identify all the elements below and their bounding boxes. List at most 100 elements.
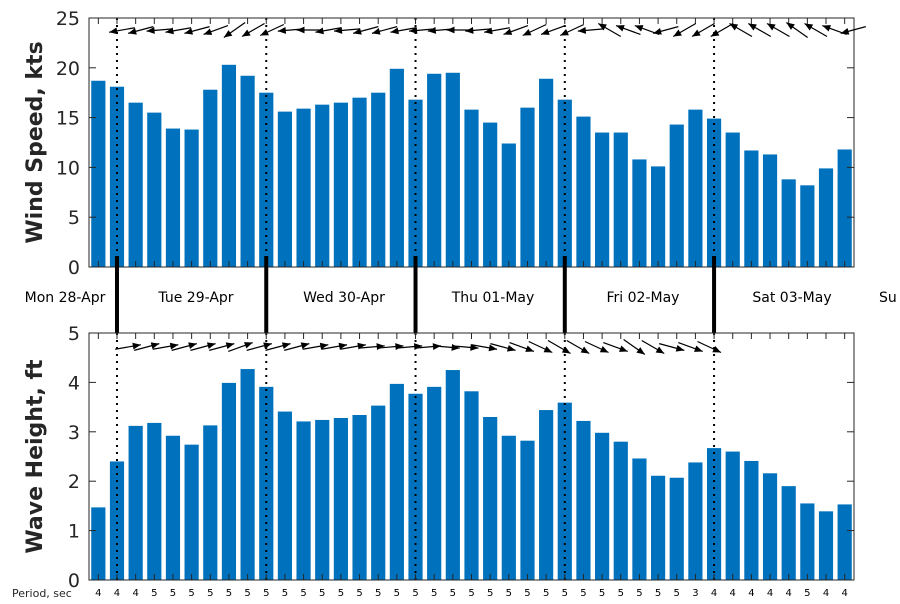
period-value: 5 bbox=[804, 588, 810, 599]
wave-bar bbox=[221, 382, 237, 580]
wind-direction-arrow bbox=[465, 27, 492, 34]
wind-direction-arrow bbox=[672, 22, 697, 38]
day-label: Thu 01-May bbox=[451, 290, 535, 306]
period-value: 5 bbox=[188, 588, 194, 599]
wave-direction-arrow bbox=[471, 344, 498, 352]
wave-direction-arrow bbox=[641, 339, 665, 355]
period-value: 5 bbox=[506, 588, 512, 599]
period-value: 5 bbox=[300, 588, 306, 599]
wave-bar bbox=[539, 410, 554, 580]
period-value: 5 bbox=[655, 588, 661, 599]
wind-bar bbox=[221, 64, 237, 267]
period-value: 5 bbox=[580, 588, 586, 599]
wave-direction-arrow bbox=[134, 342, 160, 351]
wind-bar bbox=[296, 108, 311, 267]
period-value: 5 bbox=[431, 588, 437, 599]
day-label: Sat 03-May bbox=[752, 290, 831, 306]
period-value: 5 bbox=[487, 588, 493, 599]
wind-bar bbox=[408, 99, 423, 267]
wind-bar bbox=[557, 99, 572, 267]
wind-bar bbox=[91, 80, 106, 267]
day-label: Tue 29-Apr bbox=[157, 290, 233, 306]
wave-bar bbox=[91, 507, 106, 580]
period-value: 5 bbox=[170, 588, 176, 599]
day-label: Wed 30-Apr bbox=[303, 290, 385, 306]
wave-direction-arrow bbox=[452, 344, 479, 351]
wave-y-tick-label: 2 bbox=[68, 471, 80, 493]
wind-direction-arrow bbox=[691, 22, 715, 38]
wind-direction-arrow bbox=[559, 23, 585, 37]
wave-direction-arrow bbox=[152, 342, 179, 350]
wave-direction-arrow bbox=[171, 342, 197, 351]
period-value: 5 bbox=[450, 588, 456, 599]
period-value: 4 bbox=[748, 588, 754, 599]
wind-bar bbox=[725, 132, 740, 267]
wind-direction-arrow bbox=[223, 22, 246, 38]
wave-bar bbox=[595, 432, 610, 580]
wave-bar bbox=[557, 402, 572, 580]
period-row: Period, sec 4 4 4 5 5 5 5 5 5 5 5 5 5 5 5 5 5 5 5 5 5 5 5 5 5 5 5 5… bbox=[12, 587, 848, 600]
wave-direction-arrow bbox=[321, 342, 348, 350]
wind-bar bbox=[315, 104, 330, 268]
period-value: 4 bbox=[823, 588, 829, 599]
period-value: 4 bbox=[711, 588, 717, 599]
period-value: 5 bbox=[599, 588, 605, 599]
wind-bar bbox=[371, 92, 386, 267]
period-value: 4 bbox=[841, 588, 847, 599]
wave-bar bbox=[184, 444, 199, 580]
period-value: 5 bbox=[282, 588, 288, 599]
wind-direction-arrow bbox=[146, 27, 173, 34]
wave-y-tick-label: 5 bbox=[68, 323, 80, 345]
period-value: 4 bbox=[95, 588, 101, 599]
wind-bar bbox=[352, 97, 367, 268]
wave-y-tick-label: 3 bbox=[68, 422, 80, 444]
period-value: 5 bbox=[263, 588, 269, 599]
day-label: Mon 28-Apr bbox=[25, 290, 106, 306]
period-value: 4 bbox=[767, 588, 773, 599]
period-value: 5 bbox=[319, 588, 325, 599]
wave-bar bbox=[725, 451, 740, 580]
day-label: Su bbox=[879, 290, 897, 306]
wind-bar bbox=[818, 168, 834, 267]
period-value: 4 bbox=[730, 588, 736, 599]
wind-bar bbox=[539, 78, 554, 267]
period-value: 5 bbox=[674, 588, 680, 599]
wave-y-tick-label: 0 bbox=[68, 570, 80, 592]
wave-bar bbox=[837, 504, 852, 580]
wave-bar bbox=[706, 448, 722, 580]
wave-bar bbox=[501, 435, 516, 580]
wind-bar bbox=[184, 129, 199, 267]
wind-direction-arrow bbox=[710, 22, 734, 38]
wind-bar bbox=[688, 109, 703, 267]
wind-bar bbox=[595, 132, 610, 267]
wind-y-tick-label: 15 bbox=[56, 108, 80, 130]
wave-bar bbox=[688, 462, 703, 580]
wind-direction-arrow bbox=[786, 22, 808, 38]
wind-direction-arrow bbox=[128, 26, 154, 35]
wind-bar bbox=[613, 132, 628, 267]
period-value: 5 bbox=[618, 588, 624, 599]
wave-direction-arrow bbox=[584, 340, 609, 354]
period-value: 5 bbox=[394, 588, 400, 599]
wave-bar bbox=[389, 383, 404, 580]
wave-bar bbox=[240, 369, 255, 580]
wind-direction-arrow bbox=[353, 26, 379, 35]
wind-bar bbox=[576, 116, 591, 267]
wind-direction-arrow bbox=[747, 22, 772, 38]
wind-direction-arrow bbox=[615, 24, 641, 36]
wind-direction-arrow bbox=[333, 27, 361, 34]
wind-y-tick-label: 20 bbox=[56, 58, 80, 80]
wave-bar bbox=[109, 461, 125, 580]
wind-bar bbox=[389, 68, 404, 267]
wave-direction-arrow bbox=[623, 339, 646, 355]
wind-direction-arrow bbox=[296, 26, 323, 34]
wind-direction-arrow bbox=[241, 22, 265, 38]
wind-direction-arrow bbox=[484, 27, 510, 35]
wind-bar bbox=[800, 185, 815, 267]
wind-direction-arrow bbox=[540, 24, 566, 36]
wave-bar bbox=[613, 441, 628, 580]
wave-direction-arrow bbox=[246, 342, 272, 351]
wind-direction-arrow bbox=[408, 27, 436, 34]
wind-bar bbox=[203, 89, 218, 268]
